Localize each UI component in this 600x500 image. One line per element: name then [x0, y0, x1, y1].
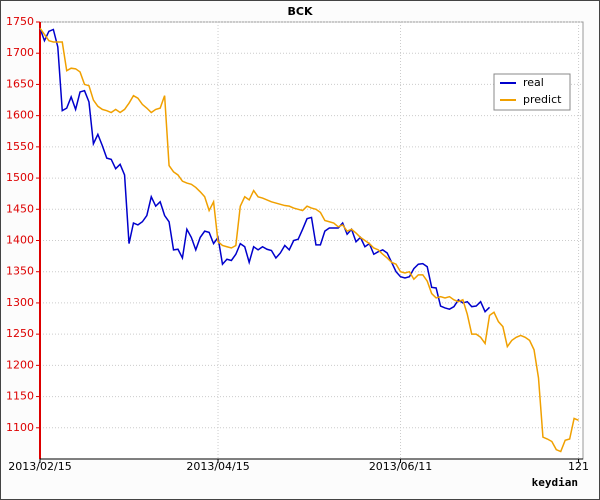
y-tick-label: 1750: [6, 15, 34, 28]
y-tick-label: 1550: [6, 140, 34, 153]
y-tick-label: 1300: [6, 296, 34, 309]
legend-label: predict: [523, 93, 562, 106]
series-line: [39, 27, 491, 313]
series-line: [39, 27, 579, 453]
x-tick-label: 2013/04/15: [186, 460, 249, 473]
x-tick-label: 2013/02/15: [8, 460, 71, 473]
y-tick-label: 1500: [6, 171, 34, 184]
y-tick-label: 1150: [6, 390, 34, 403]
legend-box: [493, 73, 571, 111]
x-axis-label: keydian: [532, 476, 578, 489]
legend-label: real: [523, 76, 544, 89]
y-tick-label: 1250: [6, 327, 34, 340]
y-tick-label: 1450: [6, 202, 34, 215]
x-tick-label: 2013/06/11: [369, 460, 432, 473]
y-tick-label: 1200: [6, 358, 34, 371]
y-tick-label: 1350: [6, 265, 34, 278]
y-tick-label: 1400: [6, 234, 34, 247]
y-tick-label: 1600: [6, 109, 34, 122]
chart-title: BCK: [288, 5, 313, 18]
y-tick-label: 1650: [6, 77, 34, 90]
y-tick-label: 1700: [6, 46, 34, 59]
x-tick-label: 121: [568, 460, 589, 473]
y-tick-label: 1100: [6, 421, 34, 434]
